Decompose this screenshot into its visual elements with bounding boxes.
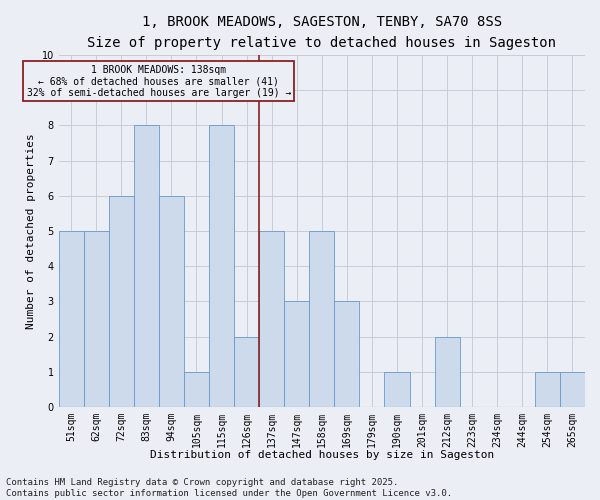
- Bar: [83, 231, 109, 407]
- Text: 1 BROOK MEADOWS: 138sqm
← 68% of detached houses are smaller (41)
32% of semi-de: 1 BROOK MEADOWS: 138sqm ← 68% of detache…: [26, 65, 291, 98]
- Bar: [209, 126, 234, 407]
- Bar: [109, 196, 134, 407]
- Bar: [159, 196, 184, 407]
- Bar: [334, 302, 359, 407]
- Bar: [184, 372, 209, 407]
- Bar: [234, 336, 259, 407]
- Bar: [284, 302, 309, 407]
- Bar: [309, 231, 334, 407]
- Title: 1, BROOK MEADOWS, SAGESTON, TENBY, SA70 8SS
Size of property relative to detache: 1, BROOK MEADOWS, SAGESTON, TENBY, SA70 …: [88, 15, 556, 50]
- Bar: [259, 231, 284, 407]
- Bar: [434, 336, 460, 407]
- X-axis label: Distribution of detached houses by size in Sageston: Distribution of detached houses by size …: [149, 450, 494, 460]
- Bar: [560, 372, 585, 407]
- Bar: [535, 372, 560, 407]
- Bar: [385, 372, 410, 407]
- Text: Contains HM Land Registry data © Crown copyright and database right 2025.
Contai: Contains HM Land Registry data © Crown c…: [6, 478, 452, 498]
- Y-axis label: Number of detached properties: Number of detached properties: [26, 133, 36, 329]
- Bar: [134, 126, 159, 407]
- Bar: [59, 231, 83, 407]
